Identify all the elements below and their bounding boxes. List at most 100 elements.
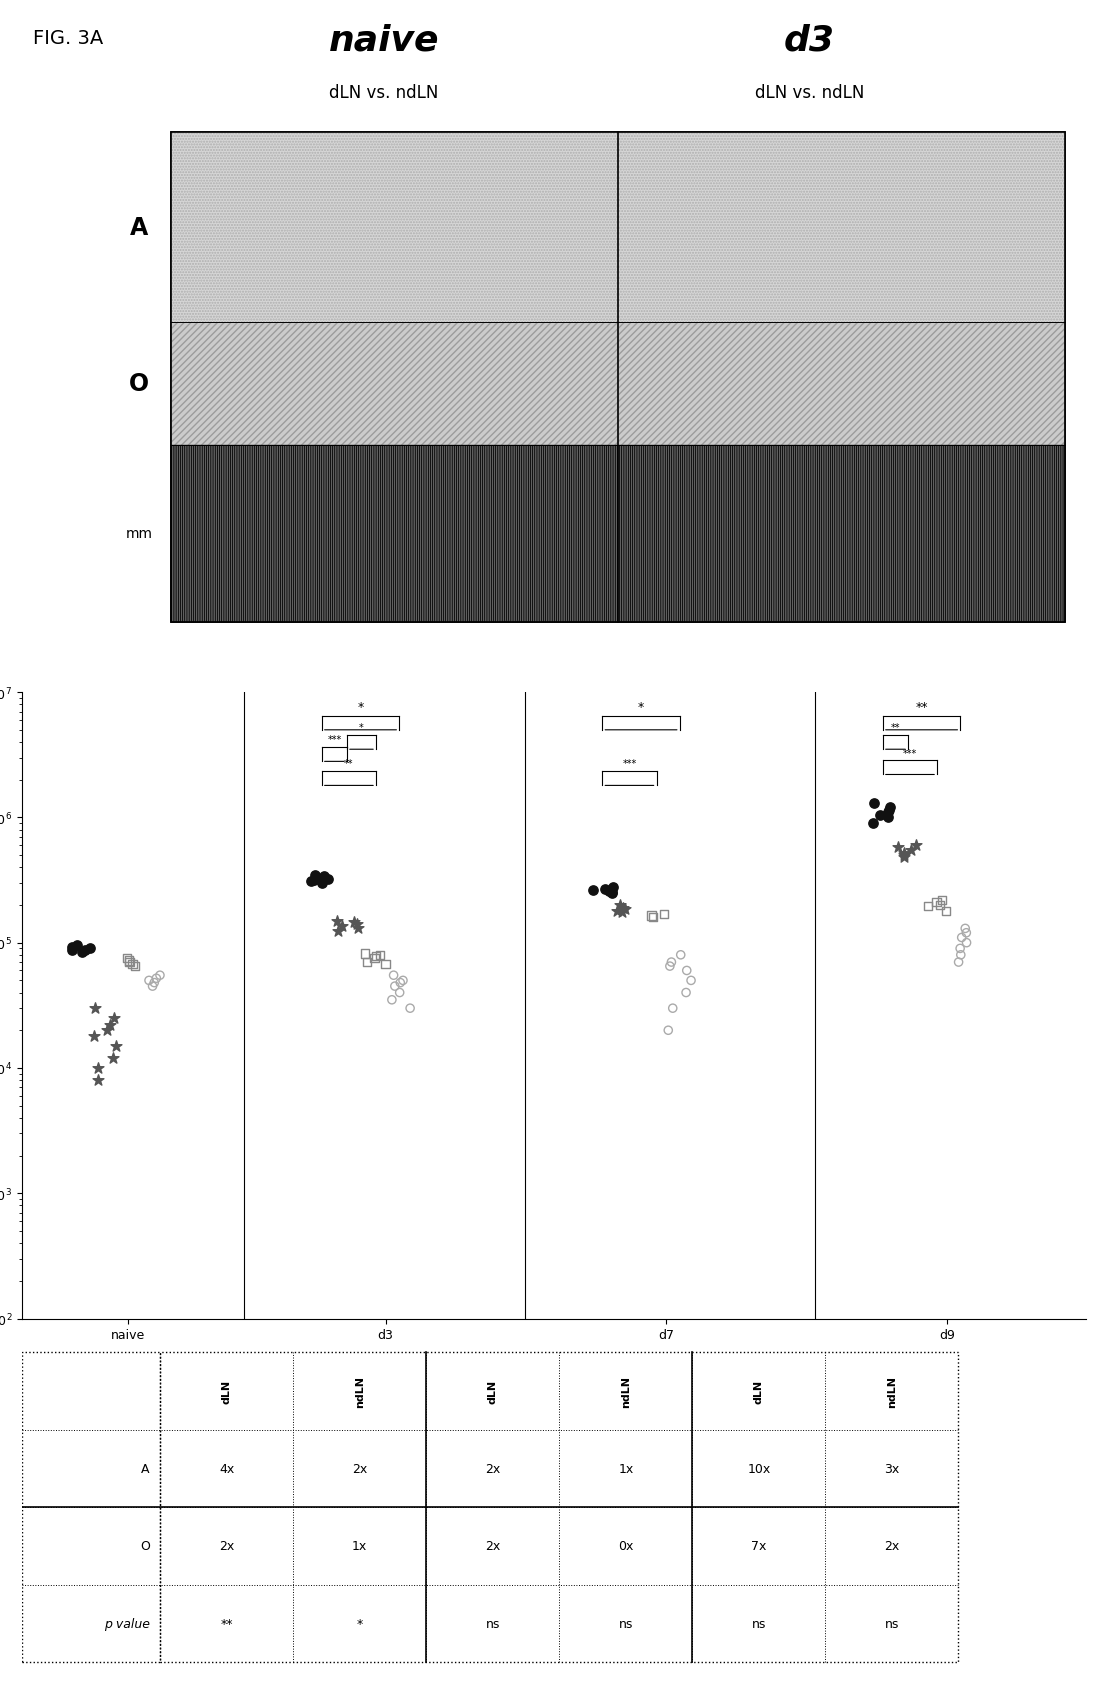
Point (678, 958, 695, 985)
Point (64, 937, 81, 964)
Text: ns: ns (619, 1616, 633, 1630)
Bar (618, 323, 1065, 446)
Point (365, 946, 383, 973)
Point (104, 1045, 122, 1073)
Point (359, 949, 376, 976)
Text: O: O (129, 372, 149, 397)
Point (895, 839, 913, 866)
Point (881, 794, 898, 821)
Text: A: A (129, 216, 148, 240)
Text: mm: mm (125, 527, 152, 540)
Text: **: ** (915, 701, 928, 713)
Point (81, 936, 99, 963)
Text: d3: d3 (784, 24, 835, 57)
Point (118, 946, 136, 973)
Point (367, 942, 385, 969)
Text: O: O (139, 1540, 149, 1552)
Point (643, 902, 660, 929)
Point (89, 1067, 106, 1094)
Text: ns: ns (884, 1616, 900, 1630)
Point (64, 934, 81, 961)
Point (314, 870, 331, 897)
Point (919, 893, 937, 921)
Point (357, 941, 374, 968)
Point (306, 861, 324, 888)
Point (895, 844, 913, 872)
Text: ***: *** (903, 748, 917, 758)
Point (315, 865, 332, 892)
Point (121, 948, 138, 975)
Bar (618, 133, 1065, 323)
Point (612, 892, 630, 919)
Point (584, 877, 601, 904)
Bar (171, 323, 618, 446)
Point (950, 949, 968, 976)
Point (617, 897, 634, 924)
Point (672, 942, 690, 969)
Point (614, 895, 632, 922)
Point (68, 932, 86, 959)
Point (372, 942, 389, 969)
Text: 3x: 3x (884, 1463, 900, 1474)
Text: FIG. 3A: FIG. 3A (33, 29, 103, 47)
Point (73, 939, 91, 966)
Point (346, 909, 363, 936)
Point (934, 887, 951, 914)
Point (603, 873, 621, 900)
Bar (171, 133, 1065, 623)
Text: *: * (638, 701, 644, 713)
Text: *: * (359, 723, 364, 733)
Text: dLN vs. ndLN: dLN vs. ndLN (329, 84, 439, 103)
Text: dLN: dLN (754, 1380, 764, 1404)
Text: 2x: 2x (352, 1463, 367, 1474)
Point (108, 1032, 125, 1059)
Point (90, 1056, 108, 1083)
Point (664, 995, 681, 1022)
Point (890, 834, 907, 861)
Point (305, 866, 323, 893)
Point (682, 968, 700, 995)
Point (957, 915, 974, 942)
Point (931, 892, 949, 919)
Point (879, 799, 896, 826)
Point (333, 914, 351, 941)
Point (644, 904, 661, 931)
Point (319, 866, 337, 893)
Text: dLN vs. ndLN: dLN vs. ndLN (755, 84, 864, 103)
Text: naive: naive (328, 24, 439, 57)
Point (603, 878, 621, 905)
Text: ndLN: ndLN (886, 1375, 897, 1407)
Point (907, 833, 925, 860)
Point (958, 921, 975, 948)
Point (86, 1024, 103, 1051)
Text: 4x: 4x (219, 1463, 235, 1474)
Point (659, 1017, 677, 1044)
Point (316, 863, 333, 890)
Text: 2x: 2x (219, 1540, 235, 1552)
Point (951, 936, 969, 963)
Text: ns: ns (751, 1616, 766, 1630)
Bar (22, 1353, 160, 1662)
Point (349, 915, 366, 942)
Point (101, 1012, 118, 1039)
Bar (171, 133, 618, 323)
Point (952, 942, 970, 969)
Point (953, 924, 971, 951)
Bar (171, 133, 1065, 623)
Text: dLN: dLN (488, 1380, 498, 1404)
Point (383, 986, 400, 1013)
Text: **: ** (344, 758, 353, 768)
Point (148, 964, 166, 991)
Point (613, 899, 631, 926)
Point (608, 897, 625, 924)
Text: *: * (357, 1616, 363, 1630)
Text: ***: *** (622, 758, 636, 768)
Point (937, 897, 954, 924)
Point (303, 868, 320, 895)
Point (77, 936, 94, 963)
Point (105, 1005, 123, 1032)
Point (99, 1017, 116, 1044)
Text: A: A (142, 1463, 149, 1474)
Point (895, 843, 913, 870)
Text: p value: p value (103, 1616, 149, 1630)
